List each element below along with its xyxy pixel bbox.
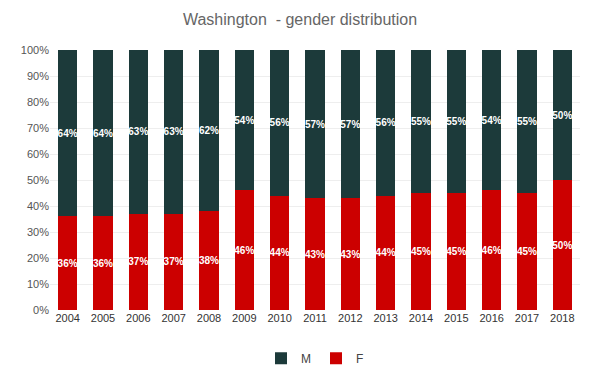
svg-text:10%: 10% [27,278,49,290]
svg-text:50%: 50% [552,240,572,251]
svg-text:55%: 55% [446,116,466,127]
svg-text:60%: 60% [27,148,49,160]
svg-text:2007: 2007 [161,312,185,324]
svg-text:37%: 37% [164,256,184,267]
svg-text:56%: 56% [270,117,290,128]
svg-text:2005: 2005 [91,312,115,324]
svg-text:46%: 46% [234,245,254,256]
svg-text:37%: 37% [128,256,148,267]
svg-text:F: F [356,352,363,366]
svg-text:2015: 2015 [444,312,468,324]
svg-text:64%: 64% [58,128,78,139]
svg-text:2010: 2010 [267,312,291,324]
svg-text:2011: 2011 [303,312,327,324]
svg-text:57%: 57% [305,119,325,130]
svg-text:45%: 45% [411,246,431,257]
svg-text:2018: 2018 [550,312,574,324]
svg-text:M: M [301,352,311,366]
svg-text:0%: 0% [33,304,49,316]
svg-text:36%: 36% [93,258,113,269]
svg-text:63%: 63% [164,126,184,137]
svg-text:2016: 2016 [479,312,503,324]
svg-text:56%: 56% [376,117,396,128]
svg-text:90%: 90% [27,70,49,82]
svg-text:2006: 2006 [126,312,150,324]
svg-text:55%: 55% [517,116,537,127]
svg-text:54%: 54% [234,115,254,126]
svg-text:62%: 62% [199,125,219,136]
svg-text:2004: 2004 [55,312,79,324]
svg-text:44%: 44% [270,247,290,258]
svg-text:45%: 45% [446,246,466,257]
svg-text:Washington - gender distribut: Washington - gender distribution [183,11,417,28]
svg-text:40%: 40% [27,200,49,212]
svg-text:46%: 46% [482,245,502,256]
svg-text:2008: 2008 [197,312,221,324]
svg-text:38%: 38% [199,255,219,266]
svg-text:20%: 20% [27,252,49,264]
svg-text:70%: 70% [27,122,49,134]
svg-text:2017: 2017 [515,312,539,324]
svg-text:80%: 80% [27,96,49,108]
svg-text:2013: 2013 [373,312,397,324]
svg-text:55%: 55% [411,116,431,127]
svg-text:43%: 43% [305,249,325,260]
svg-text:54%: 54% [482,115,502,126]
svg-text:63%: 63% [128,126,148,137]
svg-text:50%: 50% [552,110,572,121]
svg-text:50%: 50% [27,174,49,186]
svg-text:2012: 2012 [338,312,362,324]
svg-text:43%: 43% [340,249,360,260]
svg-text:64%: 64% [93,128,113,139]
svg-text:30%: 30% [27,226,49,238]
svg-text:57%: 57% [340,119,360,130]
svg-text:2009: 2009 [232,312,256,324]
svg-text:45%: 45% [517,246,537,257]
svg-text:44%: 44% [376,247,396,258]
svg-text:100%: 100% [21,44,49,56]
svg-text:36%: 36% [58,258,78,269]
svg-text:2014: 2014 [409,312,433,324]
